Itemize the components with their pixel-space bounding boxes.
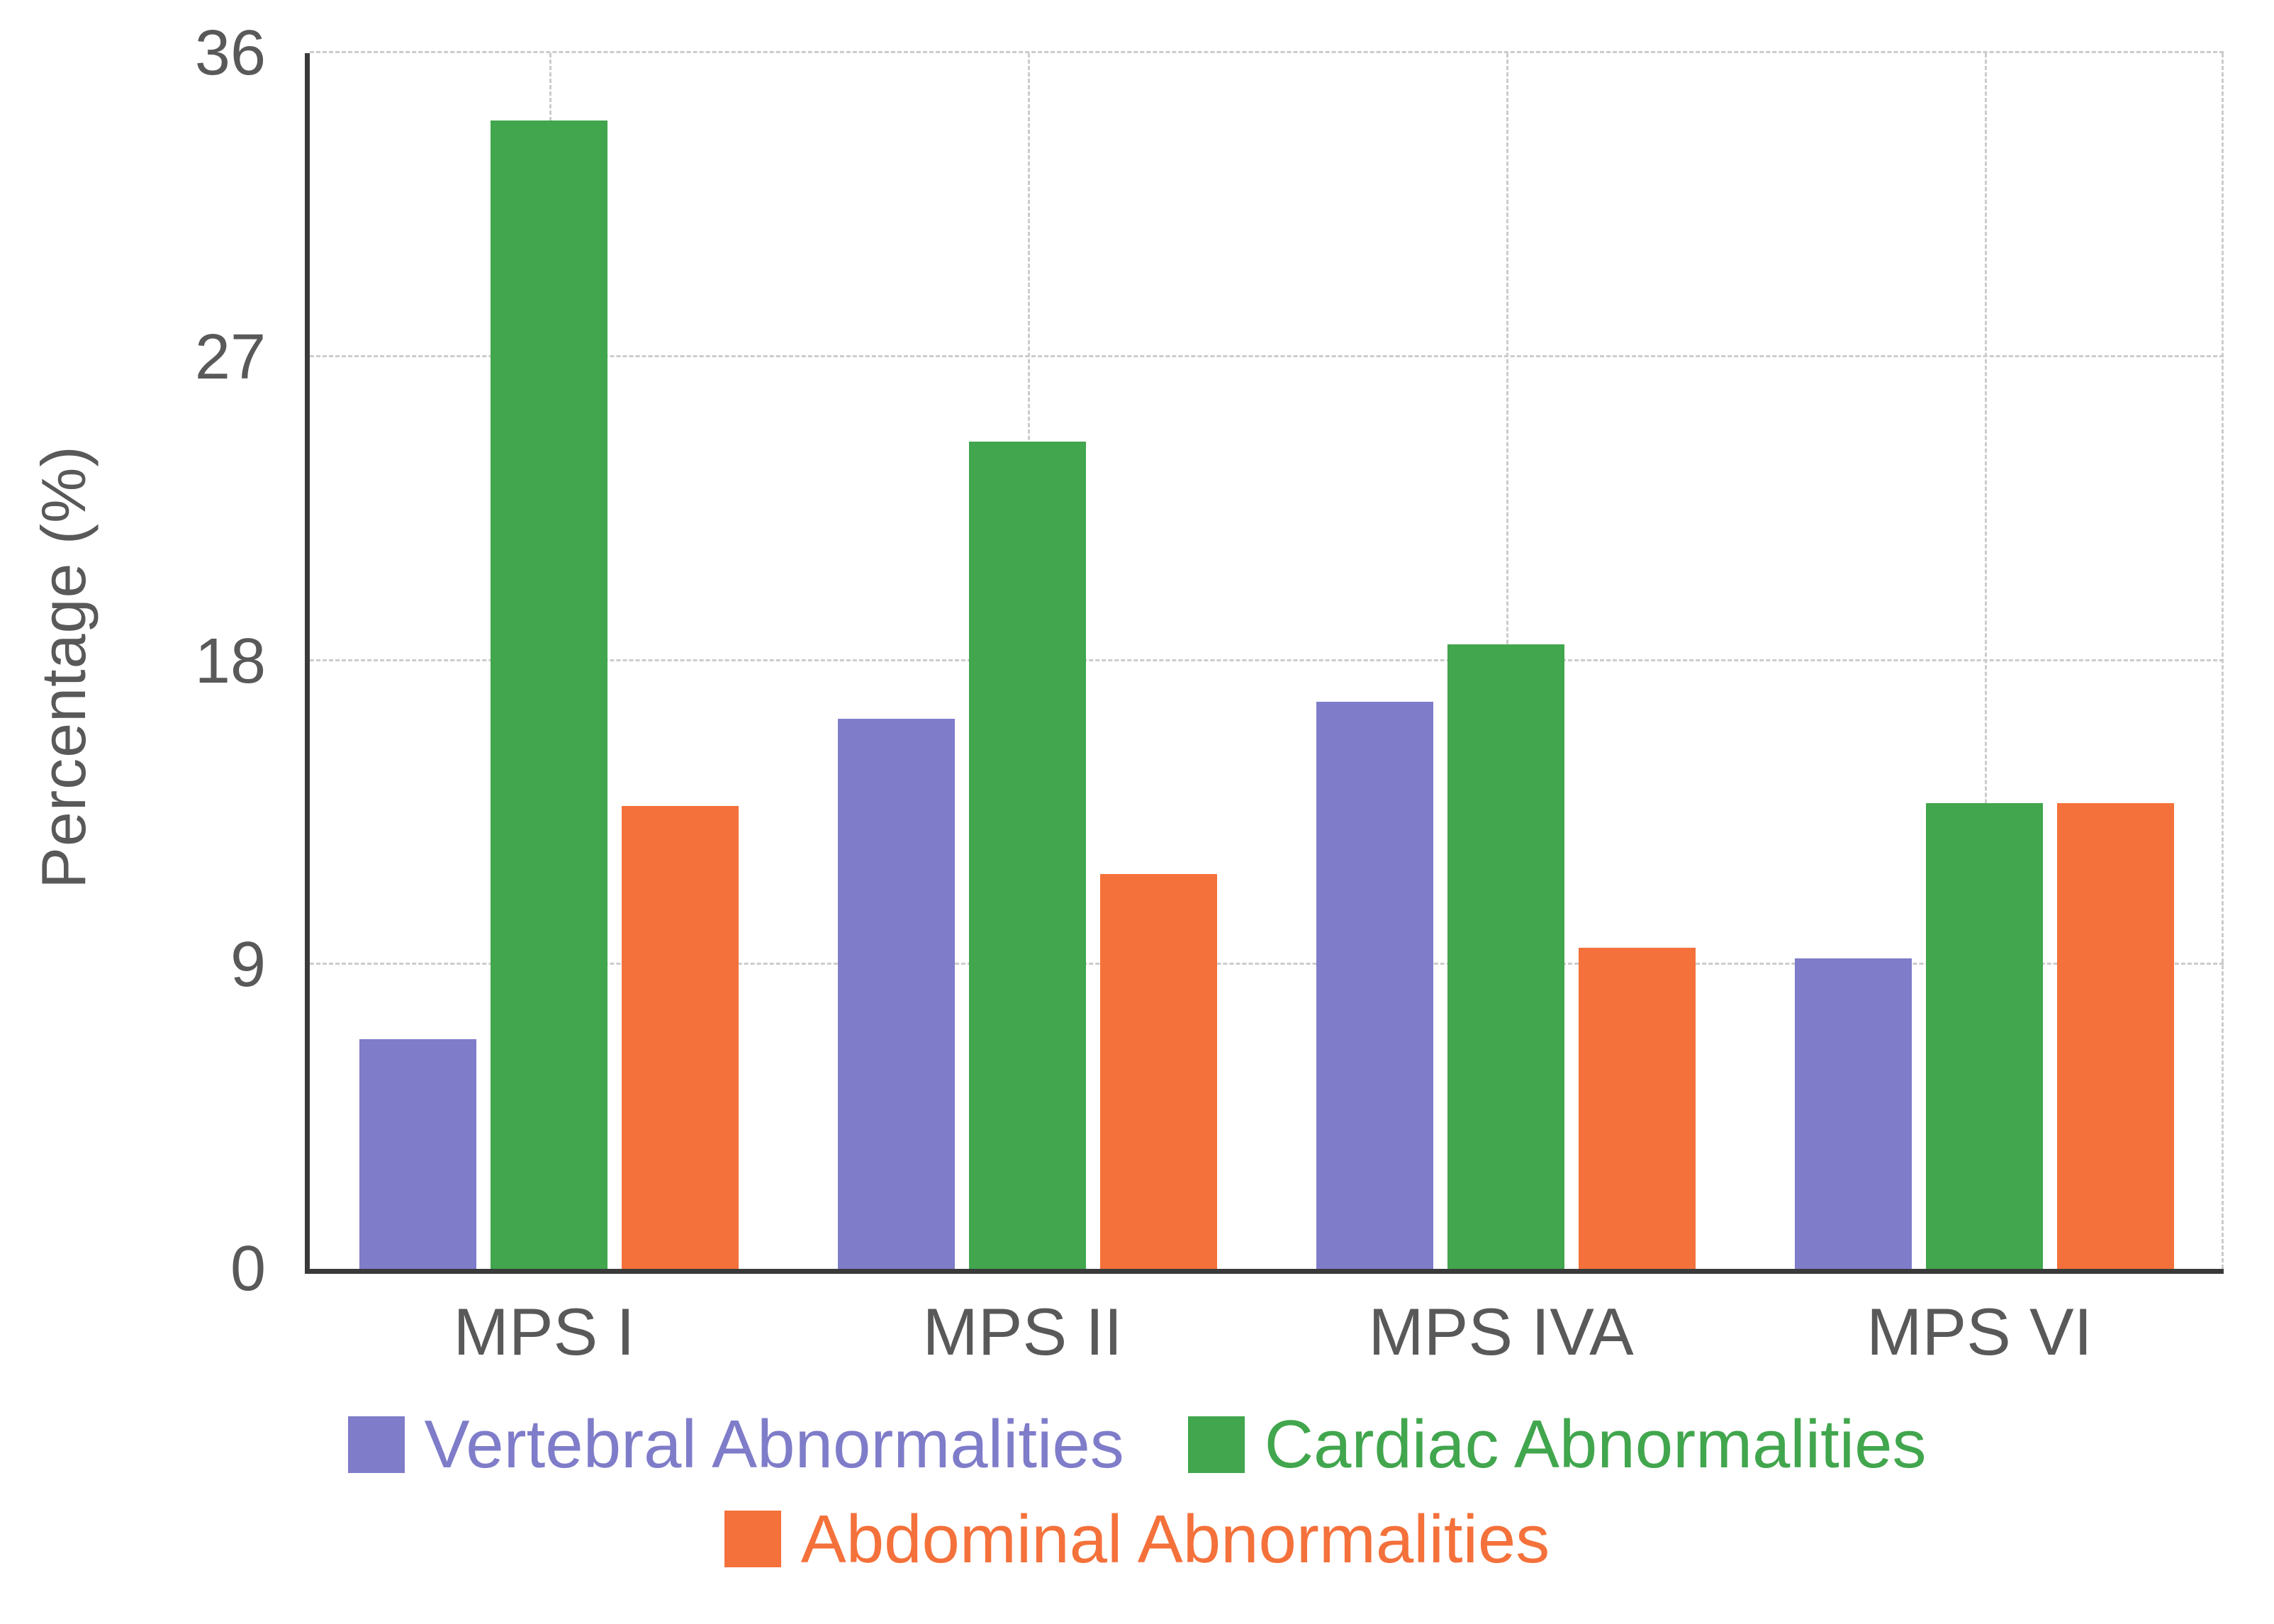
y-tick-27: 27 bbox=[194, 321, 266, 393]
bar-vertebral-abnormalities-mps-ii bbox=[838, 718, 955, 1269]
legend-item-abdominal-abnormalities: Abdominal Abnormalities bbox=[724, 1501, 1550, 1577]
bar-abdominal-abnormalities-mps-iva bbox=[1579, 948, 1696, 1269]
y-tick-9: 9 bbox=[230, 929, 266, 1001]
bar-cardiac-abnormalities-mps-iva bbox=[1447, 644, 1564, 1269]
x-tick-labels: MPS I MPS II MPS IVA MPS VI bbox=[305, 1294, 2219, 1370]
legend-row: Vertebral Abnormalities Cardiac Abnormali… bbox=[347, 1406, 1927, 1482]
legend-swatch-cardiac-abnormalities bbox=[1187, 1416, 1245, 1473]
bar-group-mps-i bbox=[310, 53, 788, 1269]
y-tick-18: 18 bbox=[194, 625, 266, 697]
y-tick-labels: 0 9 18 27 36 bbox=[0, 21, 284, 1301]
bar-group-mps-vi bbox=[1745, 53, 2224, 1269]
bar-vertebral-abnormalities-mps-vi bbox=[1795, 958, 1912, 1269]
gridline-y-18 bbox=[310, 659, 2224, 661]
legend-item-vertebral-abnormalities: Vertebral Abnormalities bbox=[347, 1406, 1124, 1482]
gridline-x-right-edge bbox=[2222, 53, 2224, 1269]
legend-item-cardiac-abnormalities: Cardiac Abnormalities bbox=[1187, 1406, 1927, 1482]
bar-abdominal-abnormalities-mps-vi bbox=[2057, 802, 2174, 1269]
bar-group-mps-ii bbox=[788, 53, 1267, 1269]
bar-vertebral-abnormalities-mps-i bbox=[359, 1039, 476, 1269]
bar-cardiac-abnormalities-mps-i bbox=[491, 121, 607, 1269]
legend-swatch-abdominal-abnormalities bbox=[724, 1511, 781, 1568]
bar-groups bbox=[310, 53, 2224, 1269]
legend-row: Abdominal Abnormalities bbox=[724, 1501, 1550, 1577]
bar-vertebral-abnormalities-mps-iva bbox=[1316, 701, 1433, 1269]
x-tick-mps-i: MPS I bbox=[453, 1294, 635, 1369]
bar-cardiac-abnormalities-mps-ii bbox=[969, 441, 1086, 1269]
legend-label-vertebral-abnormalities: Vertebral Abnormalities bbox=[424, 1406, 1124, 1482]
gridline-y-9 bbox=[310, 963, 2224, 965]
y-tick-36: 36 bbox=[194, 18, 266, 89]
plot-area bbox=[305, 51, 2224, 1274]
x-tick-mps-ii: MPS II bbox=[922, 1294, 1123, 1369]
legend-swatch-vertebral-abnormalities bbox=[347, 1416, 405, 1473]
gridline-y-36 bbox=[310, 51, 2224, 53]
x-tick-mps-iva: MPS IVA bbox=[1368, 1294, 1634, 1369]
bar-group-mps-iva bbox=[1267, 53, 1745, 1269]
legend-label-cardiac-abnormalities: Cardiac Abnormalities bbox=[1264, 1406, 1927, 1482]
bar-cardiac-abnormalities-mps-vi bbox=[1926, 802, 2043, 1269]
bar-abdominal-abnormalities-mps-i bbox=[622, 806, 739, 1269]
bar-abdominal-abnormalities-mps-ii bbox=[1100, 873, 1217, 1269]
legend-label-abdominal-abnormalities: Abdominal Abnormalities bbox=[800, 1501, 1550, 1577]
gridline-x-mps-vi bbox=[1984, 53, 1987, 1269]
gridline-y-27 bbox=[310, 354, 2224, 357]
legend: Vertebral Abnormalities Cardiac Abnormali… bbox=[0, 1407, 2274, 1577]
x-tick-mps-vi: MPS VI bbox=[1866, 1294, 2093, 1369]
y-tick-0: 0 bbox=[230, 1233, 266, 1304]
